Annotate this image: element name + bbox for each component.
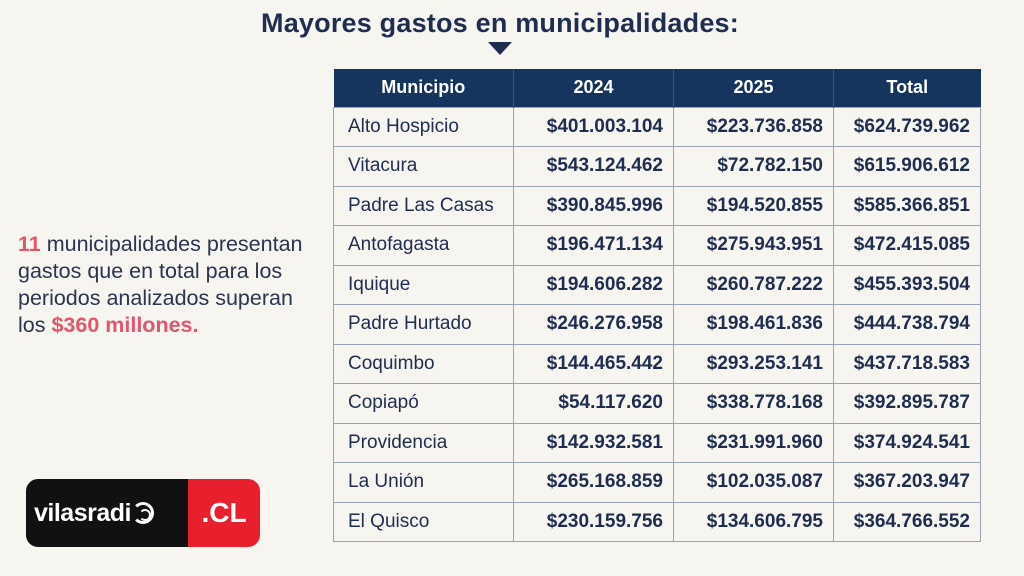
table-row: Coquimbo $144.465.442 $293.253.141 $437.718… bbox=[333, 343, 981, 384]
logo-wordmark: vilasradi bbox=[26, 479, 188, 547]
table-row: Padre Hurtado $246.276.958 $198.461.836 $44… bbox=[333, 304, 981, 345]
down-arrow-icon bbox=[488, 42, 512, 55]
summary-text: 11 municipalidades presentan gastos que … bbox=[18, 231, 318, 339]
expenses-table: Municipio 2024 2025 Total Alto Hospicio $… bbox=[333, 69, 981, 542]
total-cell: $392.895.787 bbox=[833, 383, 981, 424]
header-2024: 2024 bbox=[513, 69, 674, 107]
total-cell: $615.906.612 bbox=[833, 146, 981, 187]
value-2025-cell: $223.736.858 bbox=[673, 106, 834, 147]
value-2025-cell: $102.035.087 bbox=[673, 462, 834, 503]
value-2025-cell: $338.778.168 bbox=[673, 383, 834, 424]
table-header-row: Municipio 2024 2025 Total bbox=[333, 69, 981, 107]
municipio-cell: Coquimbo bbox=[333, 343, 514, 384]
table-row: Alto Hospicio $401.003.104 $223.736.858 $62… bbox=[333, 106, 981, 147]
value-2024-cell: $230.159.756 bbox=[513, 501, 674, 542]
total-cell: $444.738.794 bbox=[833, 304, 981, 345]
municipio-cell: Iquique bbox=[333, 264, 514, 305]
municipio-cell: Antofagasta bbox=[333, 225, 514, 266]
logo-left-text: vilasradi bbox=[34, 498, 131, 527]
logo-domain: .CL bbox=[188, 479, 260, 547]
value-2024-cell: $246.276.958 bbox=[513, 304, 674, 345]
summary-highlight: $360 millones. bbox=[51, 313, 199, 337]
value-2024-cell: $390.845.996 bbox=[513, 185, 674, 226]
value-2024-cell: $543.124.462 bbox=[513, 146, 674, 187]
value-2025-cell: $260.787.222 bbox=[673, 264, 834, 305]
value-2025-cell: $275.943.951 bbox=[673, 225, 834, 266]
value-2024-cell: $54.117.620 bbox=[513, 383, 674, 424]
municipio-cell: Vitacura bbox=[333, 146, 514, 187]
table-row: Copiapó $54.117.620 $338.778.168 $392.895.7… bbox=[333, 383, 981, 424]
table-row: Iquique $194.606.282 $260.787.222 $455.393.… bbox=[333, 264, 981, 305]
municipio-cell: Alto Hospicio bbox=[333, 106, 514, 147]
municipio-cell: El Quisco bbox=[333, 501, 514, 542]
value-2025-cell: $194.520.855 bbox=[673, 185, 834, 226]
total-cell: $437.718.583 bbox=[833, 343, 981, 384]
total-cell: $585.366.851 bbox=[833, 185, 981, 226]
value-2024-cell: $265.168.859 bbox=[513, 462, 674, 503]
value-2024-cell: $142.932.581 bbox=[513, 422, 674, 463]
total-cell: $472.415.085 bbox=[833, 225, 981, 266]
table-row: Vitacura $543.124.462 $72.782.150 $615.906.… bbox=[333, 146, 981, 187]
radio-wave-icon bbox=[131, 502, 154, 524]
table-row: Padre Las Casas $390.845.996 $194.520.855 $… bbox=[333, 185, 981, 226]
table-row: El Quisco $230.159.756 $134.606.795 $364.76… bbox=[333, 501, 981, 542]
total-cell: $374.924.541 bbox=[833, 422, 981, 463]
value-2025-cell: $198.461.836 bbox=[673, 304, 834, 345]
total-cell: $367.203.947 bbox=[833, 462, 981, 503]
municipio-cell: La Unión bbox=[333, 462, 514, 503]
municipio-cell: Copiapó bbox=[333, 383, 514, 424]
municipio-cell: Padre Hurtado bbox=[333, 304, 514, 345]
value-2024-cell: $196.471.134 bbox=[513, 225, 674, 266]
value-2025-cell: $293.253.141 bbox=[673, 343, 834, 384]
municipio-cell: Padre Las Casas bbox=[333, 185, 514, 226]
total-cell: $624.739.962 bbox=[833, 106, 981, 147]
value-2025-cell: $134.606.795 bbox=[673, 501, 834, 542]
header-2025: 2025 bbox=[673, 69, 834, 107]
value-2025-cell: $72.782.150 bbox=[673, 146, 834, 187]
total-cell: $364.766.552 bbox=[833, 501, 981, 542]
value-2024-cell: $144.465.442 bbox=[513, 343, 674, 384]
summary-count: 11 bbox=[18, 232, 41, 256]
table-row: Providencia $142.932.581 $231.991.960 $374.… bbox=[333, 422, 981, 463]
vilasradio-logo: vilasradi .CL bbox=[26, 479, 260, 547]
value-2024-cell: $401.003.104 bbox=[513, 106, 674, 147]
header-municipio: Municipio bbox=[333, 69, 514, 107]
table-row: Antofagasta $196.471.134 $275.943.951 $472.… bbox=[333, 225, 981, 266]
municipio-cell: Providencia bbox=[333, 422, 514, 463]
header-total: Total bbox=[833, 69, 981, 107]
summary-body: municipalidades presentan gastos que en … bbox=[18, 232, 303, 337]
table-row: La Unión $265.168.859 $102.035.087 $367.203… bbox=[333, 462, 981, 503]
page-title: Mayores gastos en municipalidades: bbox=[261, 8, 739, 38]
value-2024-cell: $194.606.282 bbox=[513, 264, 674, 305]
value-2025-cell: $231.991.960 bbox=[673, 422, 834, 463]
total-cell: $455.393.504 bbox=[833, 264, 981, 305]
